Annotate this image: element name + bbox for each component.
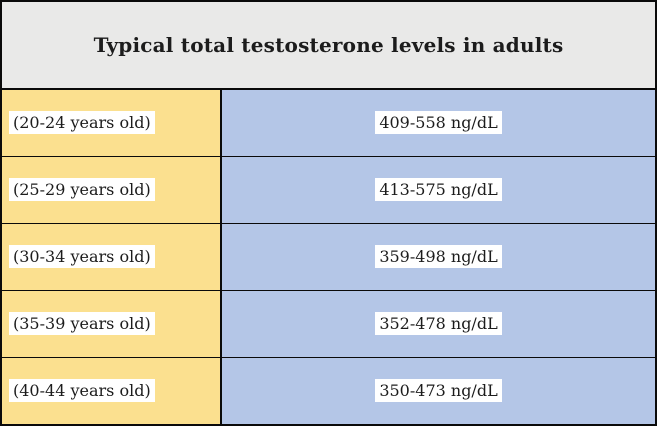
age-cell: (30-34 years old) xyxy=(0,223,222,291)
age-label: (40-44 years old) xyxy=(9,379,155,402)
age-cell: (20-24 years old) xyxy=(0,88,222,157)
level-value: 359-498 ng/dL xyxy=(375,245,502,268)
level-cell: 409-558 ng/dL xyxy=(220,88,657,157)
level-cell: 350-473 ng/dL xyxy=(220,357,657,426)
table-row: (40-44 years old) 350-473 ng/dL xyxy=(0,357,657,426)
level-cell: 413-575 ng/dL xyxy=(220,156,657,224)
level-value: 409-558 ng/dL xyxy=(375,111,502,134)
level-cell: 359-498 ng/dL xyxy=(220,223,657,291)
age-label: (30-34 years old) xyxy=(9,245,155,268)
table-row: (25-29 years old) 413-575 ng/dL xyxy=(0,156,657,224)
age-label: (35-39 years old) xyxy=(9,312,155,335)
title-row: Typical total testosterone levels in adu… xyxy=(1,1,656,90)
level-cell: 352-478 ng/dL xyxy=(220,290,657,358)
table-row: (20-24 years old) 409-558 ng/dL xyxy=(0,88,657,157)
age-label: (25-29 years old) xyxy=(9,178,155,201)
level-value: 350-473 ng/dL xyxy=(375,379,502,402)
age-cell: (35-39 years old) xyxy=(0,290,222,358)
age-cell: (40-44 years old) xyxy=(0,357,222,426)
table-row: (35-39 years old) 352-478 ng/dL xyxy=(0,290,657,358)
level-value: 413-575 ng/dL xyxy=(375,178,502,201)
table-title-cell: Typical total testosterone levels in adu… xyxy=(1,1,656,90)
level-value: 352-478 ng/dL xyxy=(375,312,502,335)
age-cell: (25-29 years old) xyxy=(0,156,222,224)
table-row: (30-34 years old) 359-498 ng/dL xyxy=(0,223,657,291)
age-label: (20-24 years old) xyxy=(9,111,155,134)
table-title: Typical total testosterone levels in adu… xyxy=(93,33,564,57)
